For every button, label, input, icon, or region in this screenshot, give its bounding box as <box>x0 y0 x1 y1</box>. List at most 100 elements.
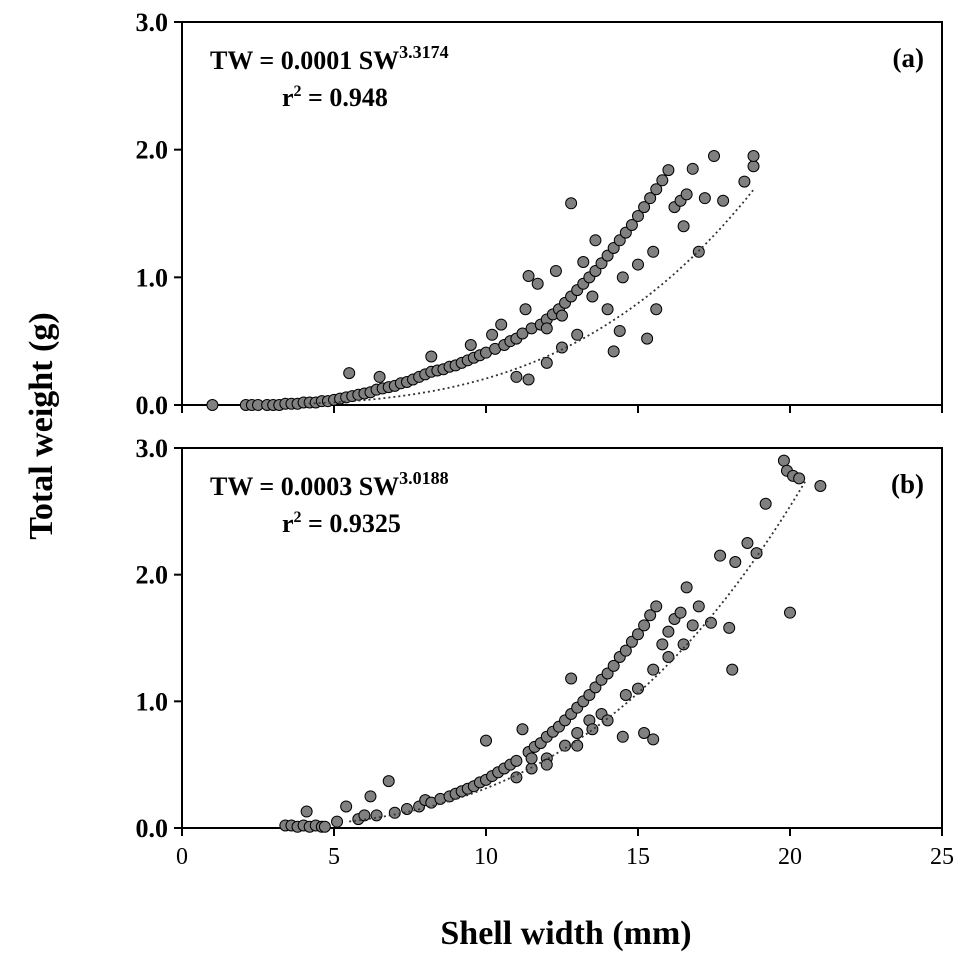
data-point <box>480 734 492 747</box>
data-point <box>425 350 438 363</box>
data-point <box>747 150 760 163</box>
data-point <box>632 258 644 271</box>
data-point <box>662 625 675 638</box>
data-point <box>525 752 538 765</box>
data-point <box>677 638 690 651</box>
data-point <box>400 803 413 815</box>
y-axis-label: Total weight (g) <box>23 312 60 539</box>
data-point <box>723 621 736 634</box>
data-point <box>516 723 529 736</box>
data-point <box>650 600 663 613</box>
y-tick-label: 0.0 <box>136 814 169 843</box>
data-point <box>370 809 383 822</box>
data-point <box>586 290 599 303</box>
data-point <box>616 730 629 743</box>
data-point <box>331 815 344 828</box>
x-tick-label: 25 <box>930 844 954 870</box>
data-point <box>571 328 584 341</box>
x-tick-label: 15 <box>626 844 650 870</box>
y-tick-label: 2.0 <box>136 561 169 590</box>
data-point <box>638 201 651 214</box>
data-point <box>607 345 620 358</box>
data-point <box>540 322 553 335</box>
data-point <box>656 638 669 651</box>
data-point <box>717 194 730 207</box>
data-point <box>656 174 669 187</box>
data-point <box>616 271 629 284</box>
plot-frame <box>181 21 943 406</box>
data-point <box>510 370 523 383</box>
data-point <box>571 739 584 752</box>
y-tick-label: 0.0 <box>136 391 169 420</box>
data-point <box>708 150 720 163</box>
data-point <box>577 256 590 269</box>
x-tick-label: 10 <box>474 844 498 870</box>
data-point <box>814 480 827 492</box>
x-axis-label: Shell width (mm) <box>440 915 691 952</box>
data-point <box>686 162 699 175</box>
data-point <box>698 192 711 205</box>
data-point <box>674 606 687 619</box>
data-point <box>522 373 535 386</box>
data-point <box>343 367 356 380</box>
y-tick-label: 1.0 <box>136 687 169 716</box>
data-point <box>601 714 614 727</box>
equation-text: TW = 0.0003 SW3.0188 <box>210 468 449 501</box>
data-point <box>726 663 739 676</box>
data-point <box>793 472 806 485</box>
data-point <box>741 537 754 549</box>
panel-b: 0.0 1.0 2.0 3.0 0 5 10 15 20 25 TW = 0.0003 SW3.01… <box>136 434 955 870</box>
data-point <box>586 723 599 736</box>
data-point <box>650 183 663 196</box>
data-point <box>340 800 353 813</box>
data-point <box>677 220 690 233</box>
data-point <box>589 234 602 247</box>
data-point <box>647 663 660 676</box>
data-point <box>571 727 584 739</box>
y-tick-label: 1.0 <box>136 263 169 292</box>
data-point <box>777 454 790 467</box>
x-tick-label: 0 <box>176 844 188 870</box>
data-point <box>714 549 727 562</box>
r-squared-text: r2 = 0.9325 <box>282 509 401 538</box>
data-point <box>510 754 523 767</box>
data-point <box>549 264 562 277</box>
r-squared-text: r2 = 0.948 <box>282 83 388 112</box>
data-point <box>650 303 663 316</box>
data-point <box>607 659 620 672</box>
data-point <box>540 758 553 771</box>
data-point <box>565 197 578 210</box>
panel-label: (a) <box>893 43 924 73</box>
plot-frame <box>181 447 943 829</box>
data-point <box>692 600 705 613</box>
data-point <box>382 775 395 788</box>
data-point <box>750 547 763 560</box>
x-tick-label: 20 <box>778 844 802 870</box>
data-point <box>662 164 675 177</box>
data-point <box>540 356 553 369</box>
data-point <box>559 739 572 752</box>
data-point <box>784 606 796 619</box>
data-point <box>644 192 657 205</box>
data-point <box>565 672 578 685</box>
data-point <box>638 619 651 632</box>
data-point <box>373 370 386 383</box>
data-point <box>632 210 644 223</box>
x-tick-label: 5 <box>328 844 340 870</box>
data-point <box>641 332 654 345</box>
data-point <box>662 651 675 663</box>
data-point <box>388 806 401 819</box>
data-point <box>300 805 313 818</box>
data-point <box>206 399 219 411</box>
data-point <box>729 556 742 568</box>
data-point <box>486 328 499 341</box>
data-point <box>647 245 660 258</box>
data-point <box>638 727 651 739</box>
data-point <box>516 327 529 340</box>
panel-label: (b) <box>891 469 924 499</box>
data-point <box>522 270 535 283</box>
data-point <box>519 303 532 316</box>
data-point <box>619 689 632 701</box>
data-point <box>680 188 693 201</box>
